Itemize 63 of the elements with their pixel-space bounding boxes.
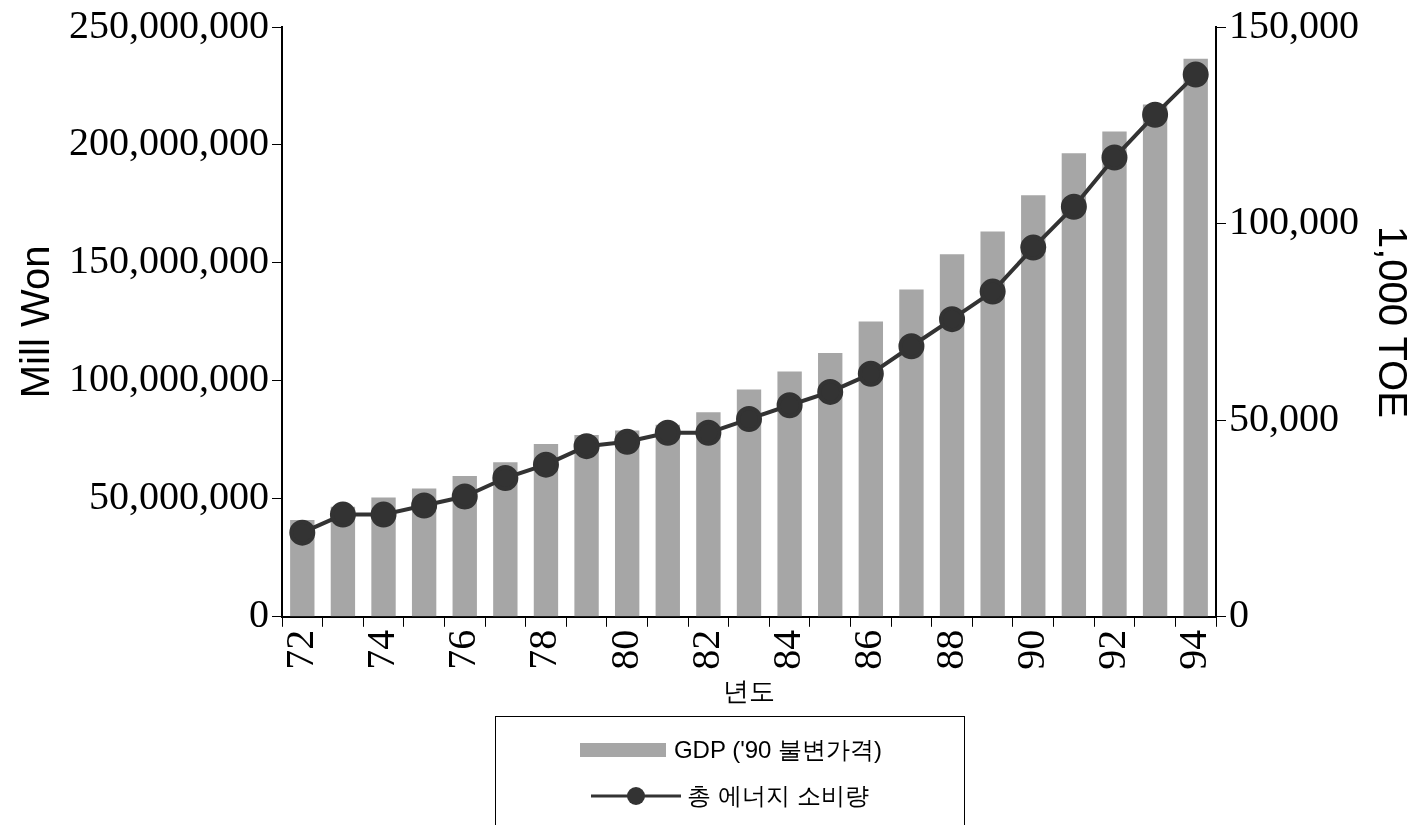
bar bbox=[818, 353, 843, 617]
bar bbox=[939, 254, 965, 617]
y-tick-label: 50,000,000 bbox=[89, 473, 269, 519]
point bbox=[736, 406, 762, 433]
x-tick-label: 84 bbox=[764, 629, 810, 670]
legend-label: GDP ('90 불변가격) bbox=[673, 735, 883, 765]
y2-tick-label: 50,000 bbox=[1229, 394, 1339, 440]
y-tick-label: 0 bbox=[249, 591, 269, 637]
point bbox=[817, 378, 844, 405]
y2-axis-title: 1,000 TOE bbox=[1370, 225, 1415, 418]
bar bbox=[1102, 131, 1127, 617]
point bbox=[1142, 101, 1169, 128]
point bbox=[979, 278, 1006, 305]
x-tick-label: 78 bbox=[520, 629, 566, 670]
bar bbox=[736, 389, 762, 617]
bar bbox=[696, 412, 721, 617]
point bbox=[1182, 61, 1209, 88]
x-tick-label: 86 bbox=[845, 629, 891, 670]
point bbox=[370, 501, 397, 528]
point bbox=[411, 492, 438, 519]
bar bbox=[980, 231, 1005, 617]
point bbox=[857, 360, 884, 387]
y2-tick-label: 100,000 bbox=[1229, 198, 1359, 244]
point bbox=[289, 519, 316, 546]
point bbox=[1060, 193, 1087, 220]
x-tick-label: 82 bbox=[682, 629, 728, 670]
x-tick-label: 76 bbox=[439, 629, 485, 670]
point bbox=[939, 306, 966, 333]
legend-label: 총 에너지 소비량 bbox=[687, 781, 869, 811]
y-tick-label: 250,000,000 bbox=[69, 1, 269, 47]
x-tick-label: 72 bbox=[276, 629, 322, 670]
bar bbox=[1061, 153, 1087, 617]
point bbox=[1020, 234, 1047, 261]
x-axis-title: 년도 bbox=[723, 675, 775, 706]
x-tick-label: 92 bbox=[1088, 629, 1134, 670]
point bbox=[614, 428, 641, 455]
point bbox=[573, 433, 600, 460]
point bbox=[898, 333, 925, 360]
y2-tick-label: 0 bbox=[1229, 591, 1249, 637]
point bbox=[329, 501, 356, 528]
bar bbox=[858, 321, 884, 617]
y-axis-title: Mill Won bbox=[13, 245, 58, 399]
bar bbox=[1142, 104, 1168, 617]
point bbox=[776, 392, 803, 419]
x-tick-label: 74 bbox=[358, 629, 404, 670]
point bbox=[654, 419, 681, 446]
y2-tick-label: 150,000 bbox=[1229, 1, 1359, 47]
point bbox=[1101, 144, 1128, 171]
bar bbox=[777, 371, 802, 617]
x-tick-label: 90 bbox=[1007, 629, 1053, 670]
y-tick-label: 200,000,000 bbox=[69, 119, 269, 165]
point bbox=[451, 483, 478, 510]
x-tick-label: 80 bbox=[601, 629, 647, 670]
point bbox=[532, 451, 559, 478]
y-tick-label: 100,000,000 bbox=[69, 355, 269, 401]
point bbox=[492, 465, 519, 491]
bar bbox=[1183, 58, 1208, 617]
x-tick-label: 88 bbox=[926, 629, 972, 670]
bar bbox=[1021, 195, 1046, 617]
bar bbox=[899, 289, 924, 617]
point bbox=[695, 419, 722, 446]
x-tick-label: 94 bbox=[1170, 629, 1216, 670]
y-tick-label: 150,000,000 bbox=[69, 237, 269, 283]
